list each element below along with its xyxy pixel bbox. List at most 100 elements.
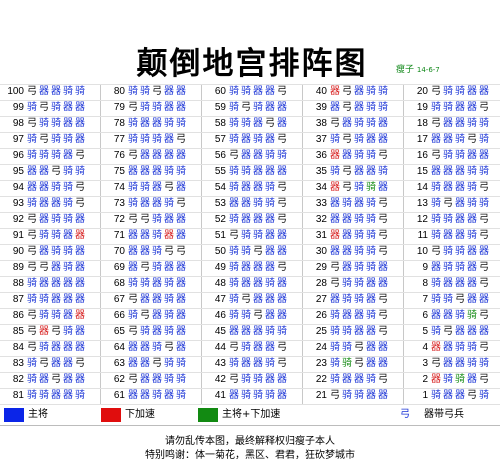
unit-sequence: 器器骑骑弓 — [330, 230, 390, 242]
row-number: 89 — [12, 262, 24, 273]
unit-glyph: 骑 — [128, 134, 138, 145]
unit-glyph: 骑 — [467, 118, 477, 129]
unit-glyph: 器 — [443, 182, 453, 193]
unit-sequence: 器器骑器骑 — [128, 390, 188, 402]
row-number: 20 — [416, 86, 428, 97]
unit-glyph: 弓 — [27, 246, 37, 257]
formation-row: 18 弓器器骑骑 — [404, 116, 500, 132]
unit-glyph: 骑 — [330, 374, 340, 385]
unit-glyph: 器 — [140, 118, 150, 129]
unit-glyph: 骑 — [75, 86, 85, 97]
unit-sequence: 器器骑骑弓 — [229, 198, 289, 210]
row-number: 70 — [113, 246, 125, 257]
formation-row: 30 器器骑骑弓 — [303, 244, 402, 260]
unit-glyph: 器 — [63, 358, 73, 369]
unit-glyph: 器 — [330, 214, 340, 225]
formation-column: 100 弓器器骑骑 99 骑弓骑器器 98 弓骑骑器器 97 骑弓骑骑器 96 骑骑骑器弓 95 器器… — [0, 84, 99, 404]
unit-glyph: 骑 — [152, 262, 162, 273]
row-number: 59 — [214, 102, 226, 113]
unit-sequence: 骑骑弓器器 — [431, 294, 491, 306]
unit-glyph: 骑 — [229, 182, 239, 193]
unit-glyph: 弓 — [140, 214, 150, 225]
unit-glyph: 骑 — [39, 118, 49, 129]
row-number: 90 — [12, 246, 24, 257]
unit-glyph: 骑 — [128, 310, 138, 321]
unit-glyph: 骑 — [354, 214, 364, 225]
unit-glyph: 器 — [75, 374, 85, 385]
formation-column: 40 器弓器骑骑 39 器弓器骑骑 38 弓器骑骑器 37 骑弓骑器器 36 器器骑骑弓 35 骑弓器… — [303, 84, 402, 404]
unit-sequence: 骑器器骑弓 — [128, 198, 188, 210]
unit-glyph: 器 — [378, 278, 388, 289]
unit-glyph: 器 — [39, 246, 49, 257]
unit-glyph: 骑 — [342, 294, 352, 305]
row-number: 56 — [214, 150, 226, 161]
row-number: 76 — [113, 150, 125, 161]
unit-sequence: 弓骑骑器器 — [27, 230, 87, 242]
unit-glyph: 骑 — [27, 294, 37, 305]
unit-glyph: 器 — [455, 326, 465, 337]
unit-glyph: 器 — [330, 246, 340, 257]
unit-glyph: 器 — [51, 358, 61, 369]
formation-row: 61 器器骑器骑 — [101, 388, 200, 404]
row-number: 48 — [214, 278, 226, 289]
unit-glyph: 器 — [378, 342, 388, 353]
unit-glyph: 骑 — [253, 230, 263, 241]
unit-sequence: 器器骑弓弓 — [128, 246, 188, 258]
unit-glyph: 器 — [342, 150, 352, 161]
unit-glyph: 器 — [140, 166, 150, 177]
unit-glyph: 骑 — [63, 246, 73, 257]
row-number: 45 — [214, 326, 226, 337]
row-number: 15 — [416, 166, 428, 177]
formation-row: 65 弓骑器骑器 — [101, 324, 200, 340]
unit-glyph: 骑 — [366, 150, 376, 161]
unit-glyph: 器 — [140, 342, 150, 353]
formation-row: 16 弓骑骑器器 — [404, 148, 500, 164]
unit-glyph: 骑 — [366, 230, 376, 241]
formation-row: 20 弓骑骑器器 — [404, 84, 500, 100]
unit-glyph: 器 — [265, 262, 275, 273]
unit-glyph: 弓 — [378, 214, 388, 225]
unit-glyph: 骑 — [27, 150, 37, 161]
formation-row: 91 弓骑骑器器 — [0, 228, 99, 244]
formation-row: 90 弓器骑骑器 — [0, 244, 99, 260]
unit-glyph: 器 — [431, 310, 441, 321]
unit-glyph: 弓 — [455, 294, 465, 305]
unit-glyph: 器 — [467, 326, 477, 337]
unit-glyph: 弓 — [27, 326, 37, 337]
row-number: 77 — [113, 134, 125, 145]
formation-row: 19 骑骑器器弓 — [404, 100, 500, 116]
formation-row: 26 骑器器骑弓 — [303, 308, 402, 324]
unit-glyph: 骑 — [443, 262, 453, 273]
unit-glyph: 弓 — [164, 246, 174, 257]
unit-glyph: 器 — [455, 182, 465, 193]
row-number: 30 — [315, 246, 327, 257]
unit-glyph: 弓 — [479, 102, 489, 113]
row-number: 51 — [214, 230, 226, 241]
unit-glyph: 骑 — [366, 182, 376, 193]
formation-row: 96 骑骑骑器弓 — [0, 148, 99, 164]
unit-sequence: 器器弓骑骑 — [27, 166, 87, 178]
unit-glyph: 器 — [253, 214, 263, 225]
row-number: 2 — [422, 374, 428, 385]
unit-glyph: 骑 — [229, 86, 239, 97]
formation-grid: 100 弓器器骑骑 99 骑弓骑器器 98 弓骑骑器器 97 骑弓骑骑器 96 骑骑骑器弓 95 器器… — [0, 84, 500, 404]
unit-glyph: 弓 — [479, 278, 489, 289]
unit-glyph: 骑 — [479, 198, 489, 209]
formation-row: 28 弓骑骑器器 — [303, 276, 402, 292]
formation-row: 70 器器骑弓弓 — [101, 244, 200, 260]
unit-glyph: 器 — [51, 262, 61, 273]
unit-sequence: 骑骑器器骑 — [27, 390, 87, 402]
formation-row: 31 器器骑骑弓 — [303, 228, 402, 244]
unit-glyph: 骑 — [443, 150, 453, 161]
unit-glyph: 器 — [176, 262, 186, 273]
unit-glyph: 器 — [443, 166, 453, 177]
row-divider — [0, 260, 500, 261]
unit-glyph: 弓 — [277, 262, 287, 273]
unit-glyph: 器 — [51, 294, 61, 305]
unit-glyph: 弓 — [229, 374, 239, 385]
row-number: 60 — [214, 86, 226, 97]
unit-glyph: 器 — [164, 262, 174, 273]
unit-sequence: 骑骑骑器弓 — [27, 150, 87, 162]
unit-sequence: 器器骑弓器 — [128, 342, 188, 354]
unit-glyph: 骑 — [51, 182, 61, 193]
